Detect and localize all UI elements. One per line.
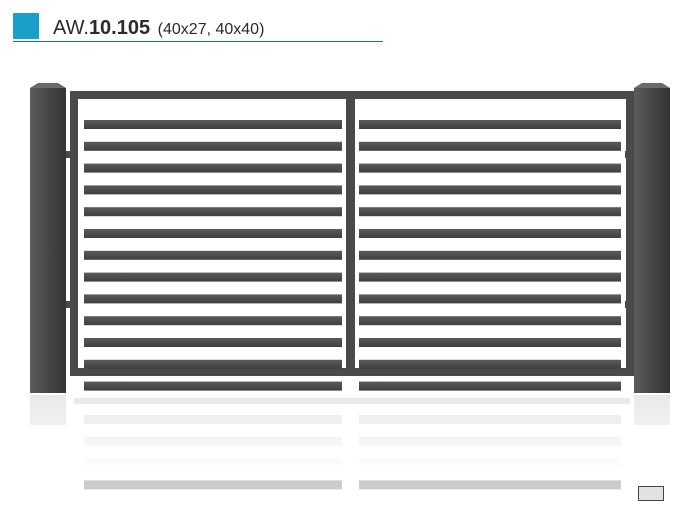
slat (84, 338, 342, 347)
product-header: AW.10.105 (40x27, 40x40) (13, 13, 383, 42)
slat (84, 272, 342, 282)
accent-square (13, 13, 39, 39)
slat (84, 316, 342, 326)
slat (359, 120, 621, 129)
reflection-fade (0, 394, 700, 474)
center-mullion (346, 97, 355, 370)
left-leaf-slats (84, 120, 342, 391)
color-swatch (638, 486, 664, 501)
slat (359, 272, 621, 282)
slat (359, 185, 621, 195)
slat (359, 207, 621, 217)
slat (359, 229, 621, 238)
slat (359, 163, 621, 173)
slat (84, 381, 342, 391)
slat (84, 163, 342, 173)
right-leaf-slats (359, 120, 621, 391)
product-model-number: 10.105 (88, 17, 151, 39)
left-post (30, 83, 66, 393)
product-code-prefix: AW. (53, 17, 89, 39)
slat (84, 359, 342, 369)
slat (359, 316, 621, 326)
profile-dimensions: (40x27, 40x40) (157, 21, 265, 38)
slat (359, 294, 621, 304)
reflection-slat (359, 480, 621, 490)
slat (84, 294, 342, 304)
right-post (634, 83, 670, 393)
slat (84, 141, 342, 151)
slat (84, 250, 342, 260)
slat (84, 207, 342, 217)
slat (359, 338, 621, 347)
reflection-slat (84, 480, 342, 490)
slat (359, 359, 621, 369)
slat (359, 250, 621, 260)
slat (84, 229, 342, 238)
slat (84, 120, 342, 129)
slat (359, 381, 621, 391)
slat (359, 141, 621, 151)
slat (84, 185, 342, 195)
gate-frame (70, 91, 634, 376)
product-title: AW.10.105 (40x27, 40x40) (53, 17, 264, 40)
